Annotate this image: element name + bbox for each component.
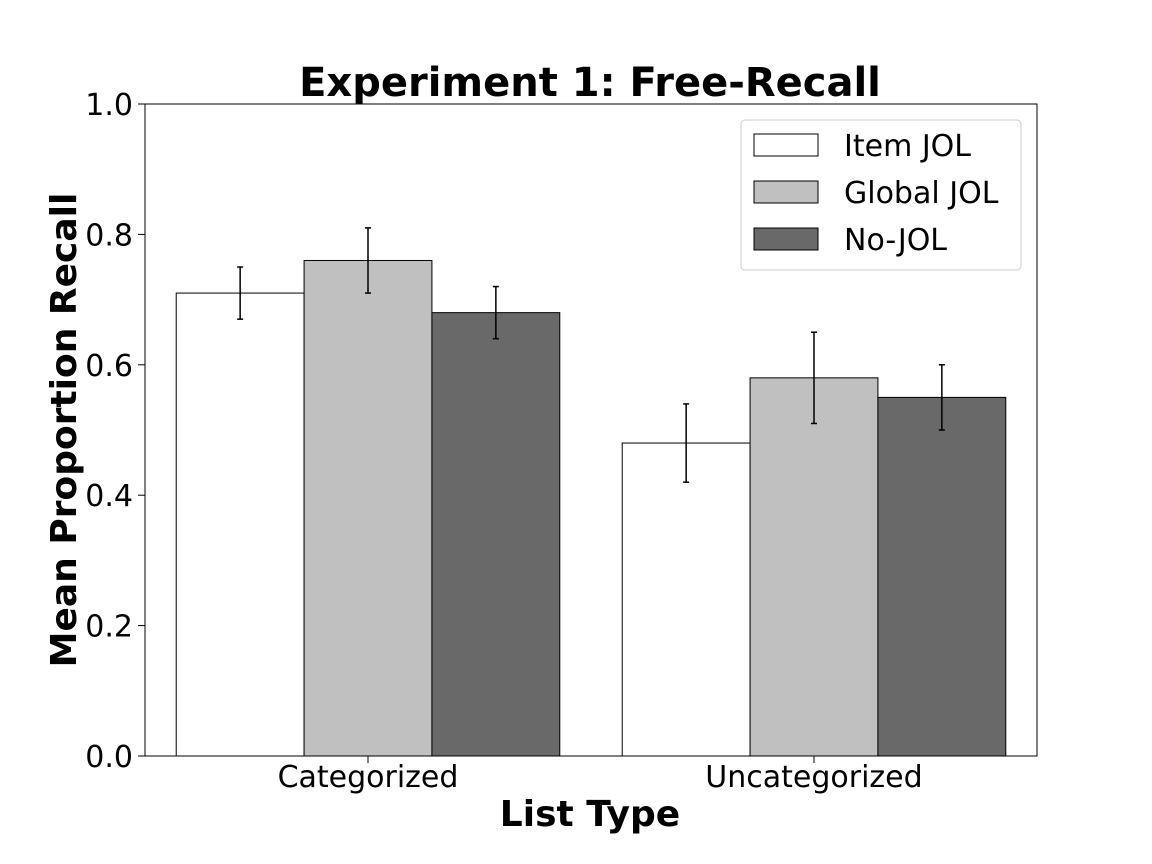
error-bars-layer — [237, 227, 945, 483]
y-axis-title: Mean Proportion Recall — [44, 193, 85, 668]
bar-global-jol-categorized — [303, 259, 433, 757]
x-axis: Categorized Uncategorized — [278, 756, 923, 795]
bar-item-jol-uncategorized — [621, 442, 751, 757]
x-tick-label: Categorized — [278, 760, 459, 795]
legend-label: No-JOL — [844, 223, 947, 258]
error-bar — [938, 364, 945, 431]
y-tick-label: 0.0 — [85, 740, 133, 775]
legend-swatch — [753, 227, 819, 251]
error-bar — [492, 285, 499, 340]
plot-frame — [144, 103, 1038, 757]
error-bar — [683, 403, 690, 483]
legend-item: Item JOL — [753, 129, 971, 164]
bar-item-jol-categorized — [175, 292, 305, 757]
chart-title: Experiment 1: Free-Recall — [299, 60, 881, 106]
y-tick-label: 0.4 — [85, 479, 133, 514]
x-axis-title: List Type — [500, 794, 680, 835]
y-tick-label: 0.6 — [85, 349, 133, 384]
bar-no-jol-uncategorized — [877, 396, 1007, 757]
bar-global-jol-uncategorized — [749, 377, 879, 757]
legend-swatch — [753, 180, 819, 204]
y-axis: 0.0 0.2 0.4 0.6 0.8 1.0 — [85, 88, 145, 775]
legend-label: Item JOL — [844, 129, 971, 164]
legend-item: No-JOL — [753, 223, 947, 258]
y-tick-label: 0.2 — [85, 610, 133, 645]
y-tick-label: 1.0 — [85, 88, 133, 123]
legend-item: Global JOL — [753, 176, 999, 211]
error-bar — [811, 331, 817, 425]
x-tick-label: Uncategorized — [705, 760, 922, 795]
error-bar — [365, 227, 371, 294]
y-tick-label: 0.8 — [85, 218, 133, 253]
legend: Item JOL Global JOL No-JOL — [740, 119, 1022, 271]
bar-no-jol-categorized — [431, 312, 561, 757]
legend-swatch — [753, 133, 819, 157]
error-bar — [237, 266, 244, 320]
legend-label: Global JOL — [844, 176, 999, 211]
bars-layer — [175, 259, 1007, 757]
